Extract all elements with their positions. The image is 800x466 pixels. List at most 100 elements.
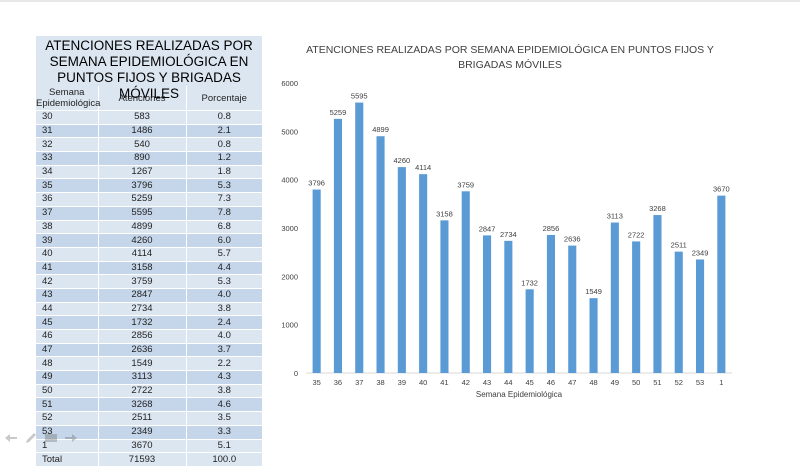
cell-atenciones: 5595 — [97, 205, 186, 220]
cell-porcentaje: 0.8 — [185, 137, 262, 152]
y-tick-label: 0 — [294, 369, 298, 378]
table-row: 42 3759 5.3 — [36, 274, 262, 289]
y-tick-label: 4000 — [281, 176, 298, 185]
table-row: 46 2856 4.0 — [36, 329, 262, 344]
cell-porcentaje: 4.0 — [185, 329, 262, 344]
data-label: 2847 — [479, 224, 496, 233]
bar — [483, 235, 492, 373]
data-label: 4114 — [415, 163, 431, 172]
x-tick-label: 43 — [483, 378, 491, 387]
table-row: 50 2722 3.8 — [36, 383, 262, 398]
bar — [419, 174, 428, 373]
cell-week: Total — [36, 452, 98, 466]
table-row: 48 1549 2.2 — [36, 356, 262, 371]
cell-porcentaje: 5.3 — [185, 178, 262, 193]
data-label: 2734 — [500, 230, 517, 239]
bar — [376, 136, 385, 373]
bar — [568, 245, 577, 373]
data-label: 2856 — [543, 224, 560, 233]
table-row: 51 3268 4.6 — [36, 397, 262, 412]
x-tick-label: 40 — [419, 378, 427, 387]
x-tick-label: 44 — [504, 378, 512, 387]
cell-week: 41 — [36, 260, 98, 275]
cell-atenciones: 3268 — [97, 397, 186, 412]
bar — [717, 195, 726, 373]
table-title: ATENCIONES REALIZADAS POR SEMANA EPIDEMI… — [45, 38, 253, 101]
data-label: 3796 — [308, 179, 325, 188]
cell-week: 38 — [36, 219, 98, 234]
x-tick-label: 47 — [568, 378, 576, 387]
x-tick-label: 42 — [462, 378, 470, 387]
cell-atenciones: 3158 — [97, 260, 186, 275]
data-table: Semana Epidemiológica Atenciones Porcent… — [36, 86, 262, 466]
table-row: 31 1486 2.1 — [36, 123, 262, 138]
cell-porcentaje: 1.8 — [185, 164, 262, 179]
table-row: 53 2349 3.3 — [36, 424, 262, 439]
bar — [312, 189, 321, 373]
cell-porcentaje: 100.0 — [185, 452, 262, 466]
data-label: 4260 — [394, 156, 411, 165]
data-label: 5259 — [330, 108, 347, 117]
cell-atenciones: 4260 — [97, 233, 186, 248]
cell-porcentaje: 5.3 — [185, 274, 262, 289]
cell-week: 36 — [36, 192, 98, 207]
y-tick-label: 3000 — [281, 224, 298, 233]
cell-atenciones: 2636 — [97, 342, 186, 357]
x-tick-label: 52 — [675, 378, 683, 387]
y-tick-label: 2000 — [281, 272, 298, 281]
forward-arrow-icon[interactable] — [64, 432, 78, 444]
slideshow-toolbar — [4, 431, 78, 445]
cell-atenciones: 2847 — [97, 287, 186, 303]
table-row: 37 5595 7.8 — [36, 205, 262, 220]
cell-atenciones: 540 — [97, 137, 186, 152]
table-row: 30 583 0.8 — [36, 110, 262, 125]
cell-week: 39 — [36, 233, 98, 248]
back-arrow-icon[interactable] — [4, 432, 18, 444]
table-header-row: Semana Epidemiológica Atenciones Porcent… — [36, 86, 262, 111]
x-tick-label: 53 — [696, 378, 704, 387]
data-label: 3670 — [713, 185, 730, 194]
cell-week: 33 — [36, 151, 98, 166]
cell-porcentaje: 2.4 — [185, 315, 262, 330]
pen-icon[interactable] — [24, 432, 38, 444]
x-tick-label: 48 — [589, 378, 597, 387]
cell-porcentaje: 3.8 — [185, 301, 262, 316]
table-row: 35 3796 5.3 — [36, 178, 262, 193]
cell-week: 45 — [36, 315, 98, 330]
cell-atenciones: 1732 — [97, 315, 186, 330]
bar — [546, 234, 555, 373]
cell-atenciones: 1267 — [97, 164, 186, 179]
cell-porcentaje: 4.6 — [185, 397, 262, 412]
cell-porcentaje: 7.3 — [185, 192, 262, 207]
cell-porcentaje: 2.1 — [185, 123, 262, 138]
cell-week: 53 — [36, 424, 98, 439]
cell-week: 50 — [36, 383, 98, 398]
x-tick-label: 1 — [719, 378, 723, 387]
cell-atenciones: 3759 — [97, 274, 186, 289]
data-label: 4899 — [372, 125, 389, 134]
table-row: 39 4260 6.0 — [36, 233, 262, 248]
x-tick-label: 50 — [632, 378, 640, 387]
cell-porcentaje: 7.8 — [185, 205, 262, 220]
cell-atenciones: 4114 — [97, 246, 186, 262]
chart-title: ATENCIONES REALIZADAS POR SEMANA EPIDEMI… — [306, 44, 714, 71]
bar — [653, 215, 662, 373]
slides-icon[interactable] — [44, 432, 58, 444]
table-row: 33 890 1.2 — [36, 151, 262, 166]
data-label: 1732 — [521, 278, 538, 287]
cell-week: 35 — [36, 178, 98, 193]
cell-week: 30 — [36, 110, 98, 125]
table-row: 47 2636 3.7 — [36, 342, 262, 357]
cell-porcentaje: 3.5 — [185, 411, 262, 426]
bar-chart: 0 1000 2000 3000 4000 5000 6000 3796 35 5259 36 559… — [281, 79, 732, 399]
bar — [461, 191, 470, 373]
header-porcentaje: Porcentaje — [185, 86, 262, 111]
cell-porcentaje: 0.8 — [185, 110, 262, 125]
y-tick-label: 5000 — [281, 127, 298, 136]
cell-porcentaje: 2.2 — [185, 356, 262, 371]
data-label: 2511 — [671, 241, 687, 250]
cell-week: 34 — [36, 164, 98, 179]
table-row: 49 3113 4.3 — [36, 370, 262, 385]
table-row: 32 540 0.8 — [36, 137, 262, 152]
cell-week: 46 — [36, 329, 98, 344]
